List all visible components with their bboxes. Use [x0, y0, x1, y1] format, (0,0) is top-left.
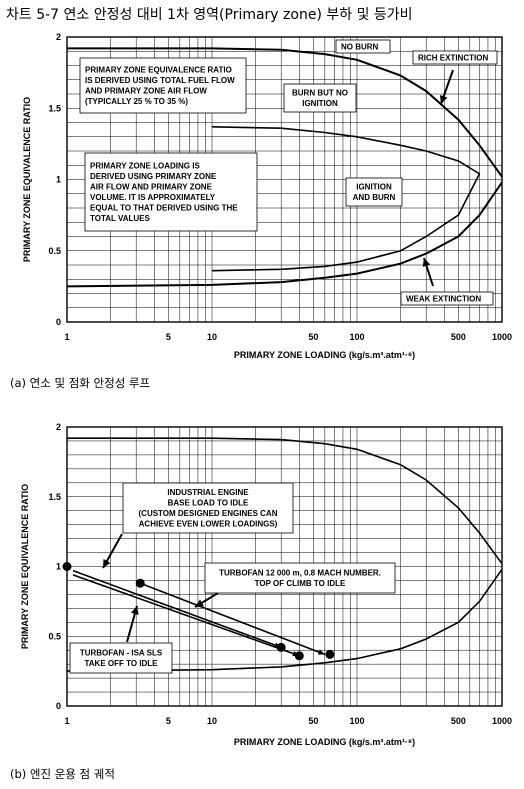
data-point [276, 642, 286, 652]
annotation-text: TAKE OFF TO IDLE [84, 659, 158, 668]
annotation-box-equivalence-note [79, 57, 247, 114]
annotation-text: TURBOFAN 12 000 m, 0.8 MACH NUMBER. [219, 569, 381, 578]
series-line [67, 47, 503, 178]
x-tick-label: 50 [308, 332, 318, 342]
annotation-text: DERIVED USING PRIMARY ZONE [90, 172, 217, 181]
trajectory-line [72, 569, 282, 649]
annotation-text: WEAK EXTINCTION [406, 294, 481, 303]
annotation-box-rich-extinction [412, 50, 498, 65]
annotation-text: TOTAL VALUES [90, 214, 151, 223]
annotation-text: AND PRIMARY ZONE AIR FLOW [85, 87, 207, 96]
x-tick-label: 50 [308, 716, 318, 726]
y-tick-label: 0.5 [48, 246, 61, 256]
annotation-text: TURBOFAN - ISA SLS [80, 649, 163, 658]
series-line [211, 173, 481, 272]
data-point [62, 562, 72, 571]
annotation-text: RICH EXTINCTION [418, 53, 488, 62]
x-tick-label: 1 [64, 716, 69, 726]
y-tick-label: 1.5 [48, 103, 61, 113]
x-axis-label: PRIMARY ZONE LOADING (kg/s.m³.atm¹·⁸) [234, 350, 415, 360]
annotation-box-turbofan-climb-note [204, 562, 396, 594]
x-tick-label: 500 [451, 716, 466, 726]
annotation-text: BASE LOAD TO IDLE [168, 499, 249, 508]
trajectory-line [139, 582, 326, 656]
x-tick-label: 1 [64, 332, 69, 342]
annotation-text: VOLUME. IT IS APPROXIMATELY [90, 193, 216, 202]
x-tick-label: 5 [166, 716, 171, 726]
series-line [67, 437, 503, 565]
annotation-box-loading-note [84, 152, 258, 232]
page-title: 차트 5-7 연소 안정성 대비 1차 영역(Primary zone) 부하 … [6, 7, 413, 23]
series-line [66, 181, 503, 288]
series-line [211, 126, 480, 175]
y-tick-label: 2 [56, 422, 61, 432]
annotation-text: AIR FLOW AND PRIMARY ZONE [90, 183, 213, 192]
annotation-text: TOP OF CLIMB TO IDLE [255, 579, 346, 588]
chart-b: 1 5 10 50 100 500 1000 0 0.5 1 1.5 2 PRIMARY ZONE LO… [20, 422, 512, 747]
annotation-text: IS DERIVED USING TOTAL FUEL FLOW [85, 76, 235, 85]
annotation-box-burn-no-ignition [283, 83, 357, 113]
annotation-arrowhead [195, 599, 204, 607]
series-line [66, 568, 503, 672]
annotation-text: ACHIEVE EVEN LOWER LOADINGS) [139, 520, 278, 529]
annotation-text: (TYPICALLY 25 % TO 35 %) [85, 97, 188, 106]
y-tick-label: 0.5 [48, 631, 61, 641]
y-tick-label: 1.5 [48, 492, 61, 502]
data-point [325, 649, 335, 659]
y-tick-label: 1 [56, 562, 61, 572]
plot-frame-a [66, 36, 503, 323]
annotation-text: PRIMARY ZONE EQUIVALENCE RATIO [85, 66, 232, 75]
trajectory-line [72, 574, 300, 657]
annotation-text: (CUSTOM DESIGNED ENGINES CAN [139, 509, 278, 518]
annotation-arrowhead [103, 559, 111, 568]
x-tick-label: 100 [349, 716, 364, 726]
annotation-box-no-burn [335, 39, 391, 54]
annotation-box-weak-extinction [400, 291, 494, 306]
x-tick-label: 5 [166, 332, 171, 342]
x-tick-label: 10 [207, 332, 217, 342]
annotation-box-industrial-note [122, 482, 294, 534]
annotation-arrowhead [422, 258, 431, 267]
x-tick-label: 100 [349, 332, 364, 342]
y-axis-label: PRIMARY ZONE EQUIVALENCE RATIO [20, 484, 30, 649]
annotation-arrowhead [440, 95, 448, 104]
chart-a: 1 5 10 50 100 500 1000 0 0.5 1 1.5 2 PRIMARY ZONE LO… [22, 32, 512, 360]
chart-a-caption: (a) 연소 및 점화 안정성 루프 [10, 376, 151, 390]
data-point [135, 578, 145, 588]
annotation-text: EQUAL TO THAT DERIVED USING THE [90, 204, 238, 213]
y-axis-label: PRIMARY ZONE EQUIVALENCE RATIO [22, 97, 32, 262]
x-axis-label: PRIMARY ZONE LOADING (kg/s.m³.atm¹·⁸) [234, 737, 415, 747]
annotation-text: NO BURN [341, 42, 379, 51]
x-tick-label: 10 [207, 716, 217, 726]
annotation-box-turbofan-sls-note [69, 642, 173, 674]
y-tick-label: 1 [56, 175, 61, 185]
trajectory-arrowhead [317, 649, 325, 655]
annotation-box-ignition-burn [345, 177, 403, 207]
annotation-text: AND BURN [353, 193, 396, 202]
annotation-text: IGNITION [356, 183, 392, 192]
y-tick-label: 0 [56, 701, 61, 711]
y-tick-label: 2 [56, 32, 61, 42]
chart-b-caption: (b) 엔진 운용 점 궤적 [10, 767, 115, 781]
annotation-text: IGNITION [302, 99, 338, 108]
x-tick-label: 1000 [492, 332, 512, 342]
y-tick-label: 0 [56, 317, 61, 327]
annotation-text: BURN BUT NO [292, 89, 348, 98]
annotation-arrowhead [131, 606, 139, 615]
annotation-text: INDUSTRIAL ENGINE [167, 488, 249, 497]
annotation-text: PRIMARY ZONE LOADING IS [90, 162, 200, 171]
data-point [294, 651, 304, 661]
x-tick-label: 500 [451, 332, 466, 342]
x-tick-label: 1000 [492, 716, 512, 726]
